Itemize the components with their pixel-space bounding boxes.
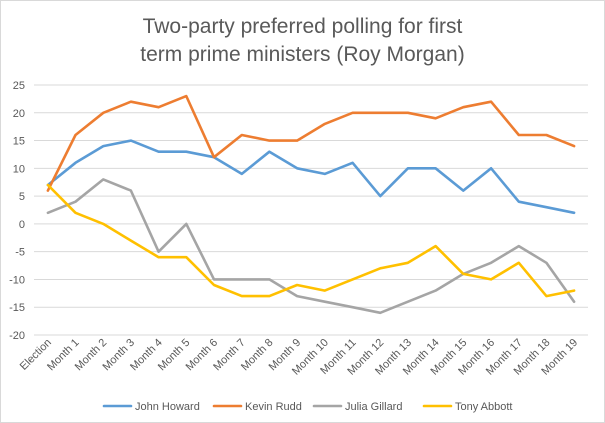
y-tick-label: -15 bbox=[9, 302, 25, 314]
chart-title-line-1: Two-party preferred polling for first bbox=[142, 15, 463, 38]
series-line-1 bbox=[46, 94, 576, 192]
legend-label: Kevin Rudd bbox=[245, 401, 302, 413]
y-tick-label: -5 bbox=[15, 247, 25, 259]
legend: John Howard Kevin Rudd Julia Gillard Tony A… bbox=[102, 401, 513, 413]
gridlines bbox=[34, 84, 588, 336]
series-line-3 bbox=[46, 183, 576, 298]
y-tick-label: 15 bbox=[13, 136, 25, 148]
series-lines bbox=[46, 94, 576, 315]
y-tick-label: 5 bbox=[19, 191, 25, 203]
y-tick-label: 25 bbox=[13, 80, 25, 92]
series-line-2 bbox=[46, 178, 576, 315]
y-tick-label: 10 bbox=[13, 163, 25, 175]
y-axis-tick-labels: 25 20 15 10 5 0 -5 -10 -15 -20 bbox=[9, 80, 25, 342]
legend-label: Tony Abbott bbox=[455, 401, 513, 413]
chart-title: Two-party preferred polling for first te… bbox=[1, 13, 604, 69]
chart-title-line-2: term prime ministers (Roy Morgan) bbox=[140, 43, 465, 66]
legend-label: John Howard bbox=[135, 401, 200, 413]
y-tick-label: -10 bbox=[9, 274, 25, 286]
series-line-0 bbox=[46, 139, 576, 215]
y-tick-label: 0 bbox=[19, 219, 25, 231]
legend-label: Julia Gillard bbox=[345, 401, 402, 413]
y-tick-label: 20 bbox=[13, 108, 25, 120]
y-tick-label: -20 bbox=[9, 330, 25, 342]
